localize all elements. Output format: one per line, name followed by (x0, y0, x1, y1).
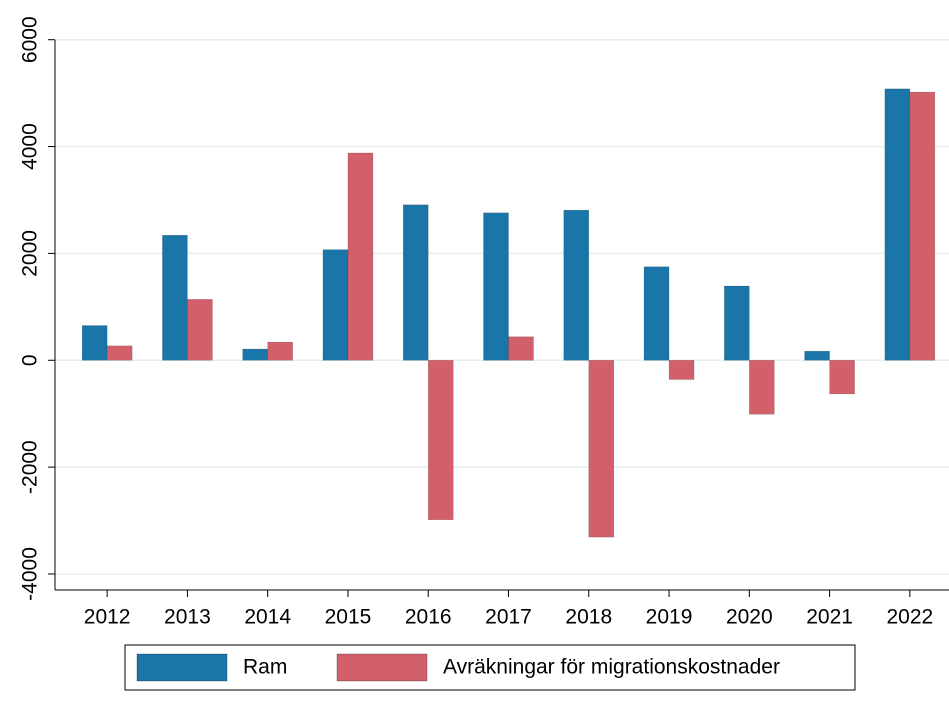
legend-label: Avräkningar för migrationskostnader (443, 656, 780, 679)
bar (563, 209, 590, 361)
bar (106, 345, 133, 361)
bar (347, 152, 374, 361)
y-tick-label: -2000 (19, 440, 42, 494)
bar (508, 336, 534, 361)
legend-swatch (336, 653, 428, 682)
bar (724, 285, 750, 361)
x-tick-label: 2012 (84, 606, 131, 629)
bar (162, 235, 188, 361)
x-tick-label: 2022 (887, 606, 934, 629)
x-tick-label: 2017 (485, 606, 532, 629)
bar (242, 348, 268, 361)
bar (829, 360, 855, 395)
x-tick-label: 2020 (726, 606, 773, 629)
y-tick-label: 2000 (19, 230, 42, 277)
y-tick-label: 0 (19, 354, 42, 366)
bar (267, 341, 293, 361)
bar (322, 249, 349, 361)
legend-swatch (136, 653, 228, 682)
legend-box (124, 644, 856, 691)
bar (643, 266, 670, 361)
bar (483, 212, 509, 361)
bar (187, 299, 213, 361)
x-tick-label: 2018 (565, 606, 612, 629)
x-tick-label: 2021 (806, 606, 853, 629)
y-tick-label: -4000 (19, 547, 42, 601)
bar (749, 360, 775, 415)
x-tick-label: 2016 (405, 606, 452, 629)
bar (402, 204, 429, 361)
bar (81, 325, 108, 361)
bar (884, 88, 911, 361)
bar (427, 360, 454, 520)
y-tick-label: 4000 (19, 123, 42, 170)
legend-label: Ram (243, 656, 287, 679)
bar (588, 360, 615, 538)
x-tick-label: 2013 (164, 606, 211, 629)
y-tick-label: 6000 (19, 16, 42, 63)
bar (909, 91, 936, 361)
x-tick-label: 2019 (646, 606, 693, 629)
x-tick-label: 2014 (244, 606, 291, 629)
x-tick-label: 2015 (325, 606, 372, 629)
bar (804, 350, 830, 361)
bar (668, 360, 695, 380)
